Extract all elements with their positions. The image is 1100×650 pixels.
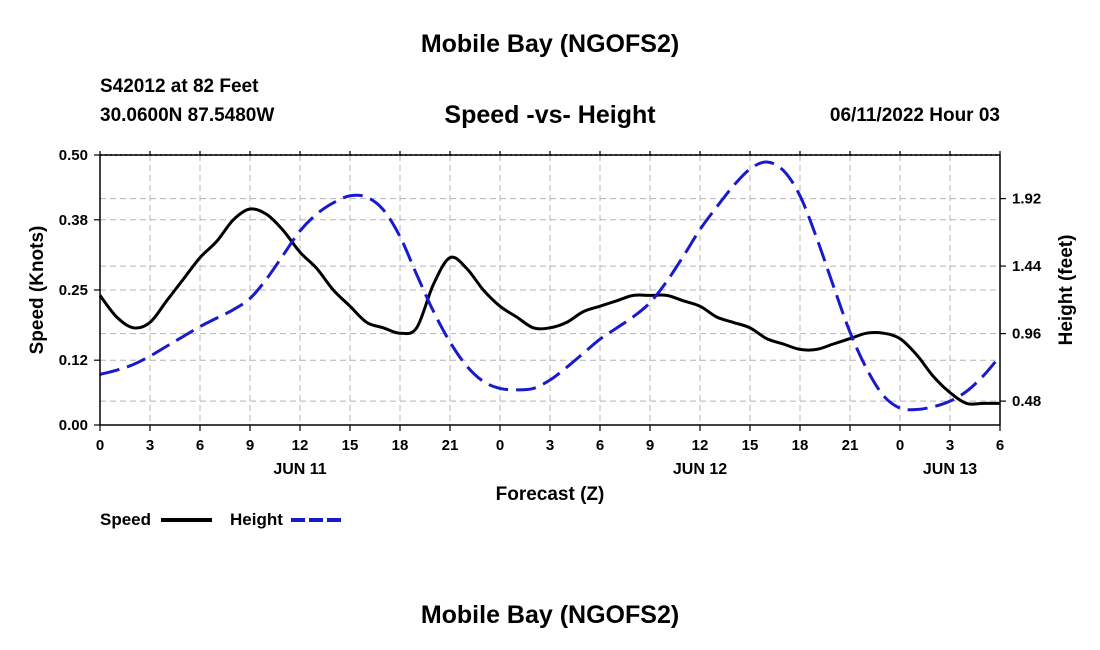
grid-layer (100, 155, 1000, 425)
x-tick-label: 21 (842, 437, 859, 454)
date-label: JUN 11 (273, 461, 326, 478)
x-tick-label: 6 (996, 437, 1004, 454)
y-left-axis-title: Speed (Knots) (27, 226, 48, 355)
series-line-height (99, 160, 1002, 412)
x-tick-label: 3 (946, 437, 954, 454)
main-title: Mobile Bay (NGOFS2) (420, 30, 680, 58)
footer-title: Mobile Bay (NGOFS2) (420, 601, 680, 629)
legend-speed-label: Speed (100, 510, 151, 529)
datetime-label: 06/11/2022 Hour 03 (829, 105, 1000, 126)
y-left-tick-label: 0.50 (59, 147, 88, 164)
date-label: JUN 12 (673, 461, 727, 478)
chart-title: Speed -vs- Height (444, 101, 656, 129)
x-tick-label: 21 (442, 437, 459, 454)
x-tick-label: 12 (692, 437, 709, 454)
x-tick-label: 3 (546, 437, 554, 454)
x-tick-label: 18 (392, 437, 409, 454)
x-tick-label: 3 (146, 437, 154, 454)
coordinates-label: 30.0600N 87.5480W (100, 105, 275, 126)
y-right-axis-title: Height (feet) (1056, 235, 1077, 346)
y-right-tick-label: 0.48 (1012, 393, 1041, 410)
y-left-tick-label: 0.38 (59, 212, 88, 229)
y-right-tick-label: 1.44 (1012, 258, 1042, 275)
x-tick-label: 18 (792, 437, 809, 454)
x-axis-title: Forecast (Z) (496, 484, 605, 505)
legend-height-label: Height (230, 510, 283, 529)
x-tick-label: 9 (246, 437, 254, 454)
x-tick-label: 12 (292, 437, 309, 454)
y-right-tick-label: 1.92 (1012, 191, 1041, 208)
x-tick-label: 0 (496, 437, 504, 454)
series-layer (98, 160, 1002, 412)
x-tick-label: 0 (896, 437, 904, 454)
x-tick-label: 6 (196, 437, 204, 454)
y-left-tick-label: 0.12 (59, 352, 88, 369)
y-left-tick-label: 0.00 (59, 417, 88, 434)
series-line-speed (98, 207, 1000, 406)
x-tick-label: 6 (596, 437, 604, 454)
y-left-tick-label: 0.25 (59, 282, 88, 299)
x-tick-label: 9 (646, 437, 654, 454)
legend: Speed Height (100, 510, 342, 529)
tick-layer: 0 3 6 9 12 15 18 21 0 3 6 9 12 15 18 21 0 3 6 JUN 11 JUN 12 J… (59, 147, 1042, 478)
x-tick-label: 15 (742, 437, 759, 454)
date-label: JUN 13 (923, 461, 977, 478)
x-tick-label: 0 (96, 437, 104, 454)
x-tick-label: 15 (342, 437, 359, 454)
station-label: S42012 at 82 Feet (100, 76, 259, 97)
y-right-tick-label: 0.96 (1012, 326, 1041, 343)
